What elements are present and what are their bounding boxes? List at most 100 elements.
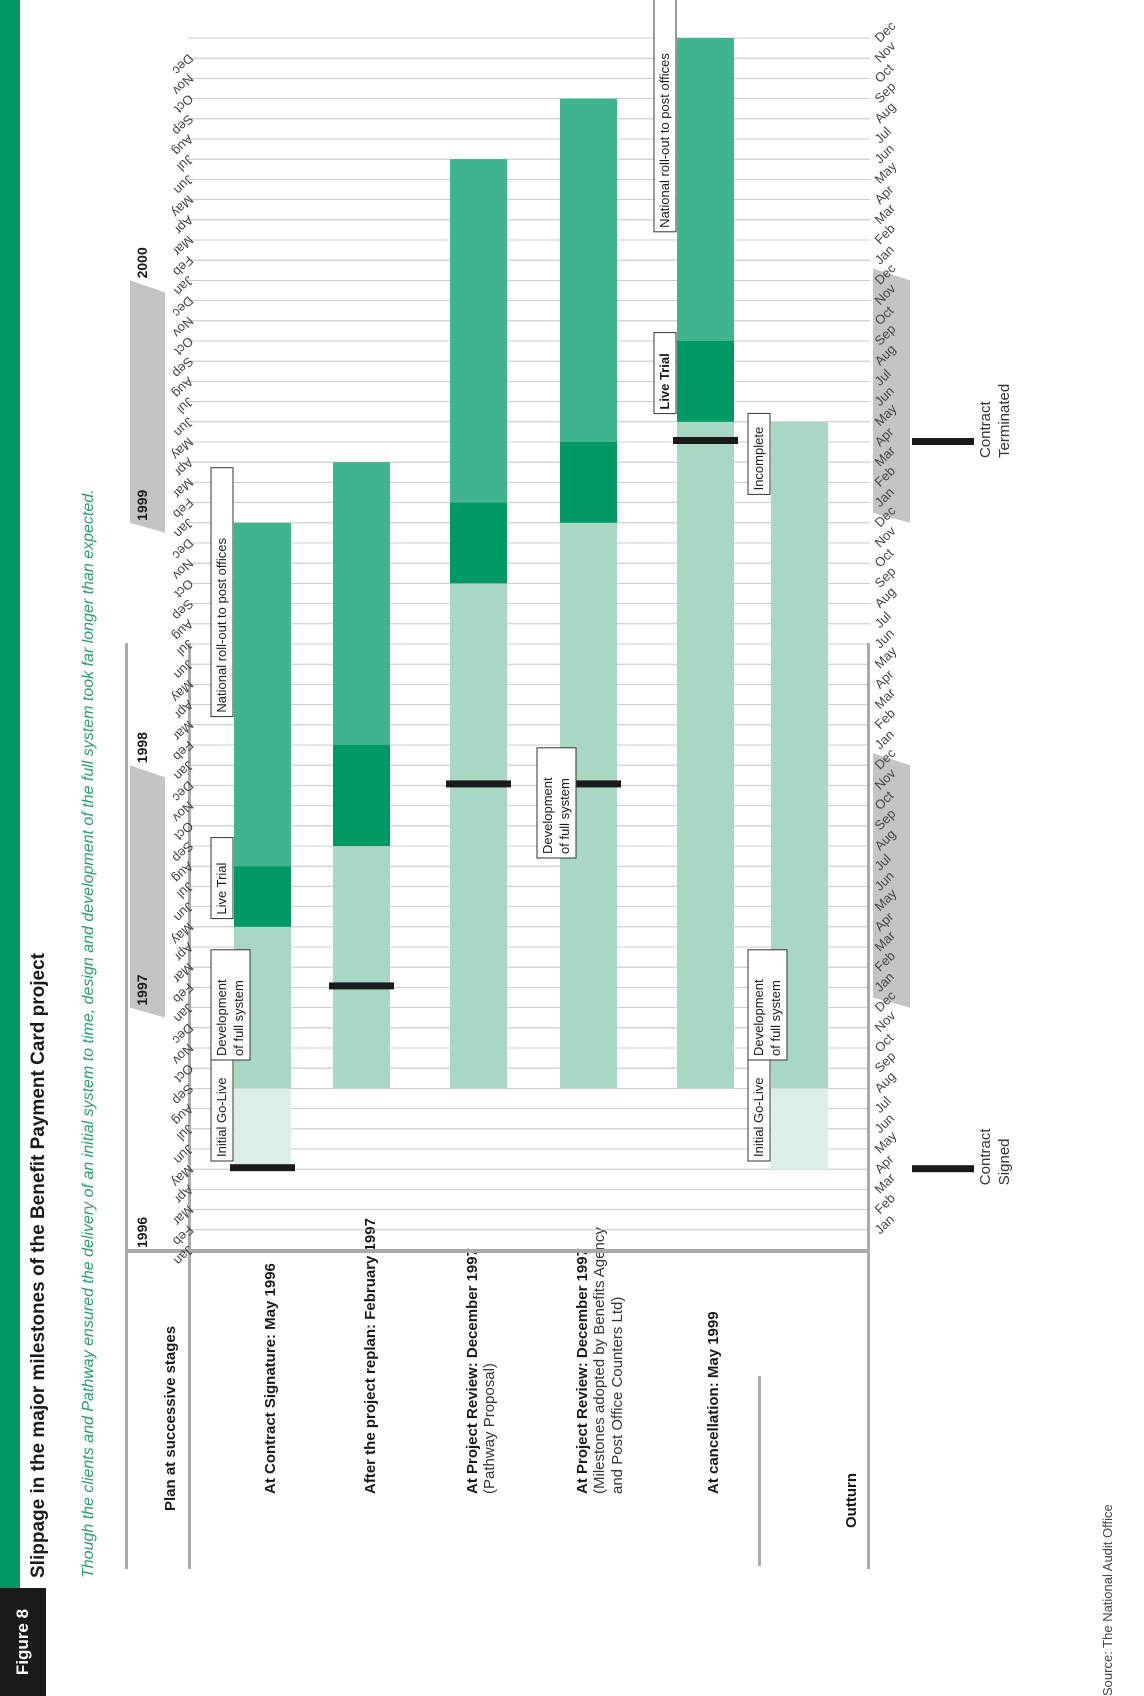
month-tick-bottom: Apr bbox=[872, 1151, 897, 1176]
month-tick-bottom: Mar bbox=[872, 685, 899, 712]
callout-box bbox=[210, 467, 234, 718]
gantt-bar bbox=[677, 341, 734, 422]
month-tick-top: Jun bbox=[171, 899, 196, 924]
year-tick: 1996 bbox=[134, 1217, 150, 1248]
gantt-bar bbox=[560, 522, 617, 1089]
month-tick-bottom: Mar bbox=[872, 1170, 899, 1197]
month-tick-top: Jun bbox=[171, 172, 196, 197]
callout-text: Development bbox=[751, 979, 766, 1056]
month-tick-bottom: Oct bbox=[872, 1030, 897, 1055]
month-tick-bottom: Sep bbox=[872, 1048, 899, 1075]
event-marker-label: Contract bbox=[977, 400, 994, 458]
month-tick-bottom: Jul bbox=[872, 609, 894, 631]
gantt-bar bbox=[333, 846, 390, 1089]
year-tick: 1997 bbox=[134, 974, 150, 1005]
milestone-marker bbox=[673, 437, 738, 444]
month-tick-top: Jun bbox=[171, 1142, 196, 1167]
month-tick-bottom: Jan bbox=[872, 1212, 897, 1237]
month-tick-bottom: Aug bbox=[872, 99, 899, 126]
month-tick-bottom: Sep bbox=[872, 564, 899, 591]
month-tick-bottom: Nov bbox=[872, 38, 899, 65]
callout-text: of full system bbox=[557, 778, 572, 854]
month-tick-bottom: Jan bbox=[872, 242, 897, 267]
gantt-bar bbox=[333, 462, 390, 745]
month-tick-bottom: Aug bbox=[872, 584, 899, 611]
callout-box bbox=[653, 0, 677, 233]
month-tick-bottom: Feb bbox=[872, 221, 898, 247]
milestone-marker bbox=[230, 1164, 295, 1172]
gantt-bar bbox=[450, 159, 507, 503]
month-tick-top: Jun bbox=[171, 657, 196, 682]
gantt-bar bbox=[450, 583, 507, 1089]
gantt-bar bbox=[234, 866, 291, 927]
callout-text: Live Trial bbox=[657, 353, 672, 409]
event-marker bbox=[912, 438, 974, 445]
month-tick-bottom: Oct bbox=[872, 60, 897, 85]
gantt-bar bbox=[677, 421, 734, 1089]
event-marker bbox=[912, 1165, 974, 1173]
month-tick-top: Jun bbox=[171, 415, 196, 440]
callout-text: of full system bbox=[768, 980, 783, 1056]
callout-box bbox=[747, 949, 788, 1061]
month-tick-bottom: Jun bbox=[872, 626, 897, 651]
month-tick-bottom: Aug bbox=[872, 1069, 899, 1096]
month-tick-bottom: Dec bbox=[872, 18, 899, 45]
callout-box bbox=[747, 412, 771, 495]
stage-column-divider bbox=[125, 1249, 870, 1253]
gantt-bar bbox=[234, 1088, 291, 1170]
month-tick-top: Dec bbox=[169, 51, 196, 78]
month-tick-bottom: Nov bbox=[872, 1008, 899, 1035]
callout-text: National roll-out to post offices bbox=[214, 537, 229, 712]
year-band-top bbox=[130, 765, 165, 1018]
callout-box bbox=[536, 747, 577, 859]
callout-text: Development bbox=[540, 777, 555, 854]
month-tick-bottom: Feb bbox=[872, 706, 898, 732]
month-tick-bottom: Jul bbox=[872, 124, 894, 146]
month-tick-bottom: Jan bbox=[872, 727, 897, 752]
callout-text: Incomplete bbox=[751, 427, 766, 491]
bottom-rule bbox=[867, 643, 870, 1569]
gantt-bar bbox=[450, 502, 507, 584]
month-tick-bottom: Apr bbox=[872, 181, 897, 206]
gantt-bar bbox=[677, 38, 734, 341]
callout-text: Initial Go-Live bbox=[214, 1078, 229, 1157]
event-marker-label: Signed bbox=[996, 1138, 1013, 1185]
month-tick-bottom: Jun bbox=[872, 141, 897, 166]
year-band-bottom bbox=[873, 753, 910, 1008]
month-tick-bottom: Sep bbox=[872, 79, 899, 106]
callout-text: Initial Go-Live bbox=[751, 1078, 766, 1157]
callout-text: Development bbox=[214, 979, 229, 1056]
gantt-bar bbox=[771, 421, 828, 1089]
callout-box bbox=[210, 837, 234, 920]
event-marker-label: Terminated bbox=[996, 384, 1013, 458]
month-tick-bottom: Feb bbox=[872, 1190, 898, 1216]
milestone-marker bbox=[329, 982, 394, 990]
month-tick-bottom: Jun bbox=[872, 1111, 897, 1136]
year-tick: 1999 bbox=[134, 489, 150, 520]
month-tick-bottom: Mar bbox=[872, 200, 899, 227]
callout-box bbox=[653, 332, 677, 415]
gantt-bar bbox=[234, 522, 291, 867]
month-tick-bottom: Jul bbox=[872, 1093, 894, 1115]
outturn-divider bbox=[758, 1376, 761, 1566]
year-band-top bbox=[130, 280, 165, 533]
gantt-bar bbox=[333, 745, 390, 846]
month-tick-bottom: Nov bbox=[872, 523, 899, 550]
callout-text: Live Trial bbox=[214, 862, 229, 914]
event-marker-label: Contract bbox=[977, 1128, 994, 1186]
header-rule bbox=[188, 643, 191, 1569]
gantt-bar bbox=[560, 98, 617, 442]
year-tick: 2000 bbox=[134, 247, 150, 278]
gantt-bar bbox=[560, 442, 617, 523]
gantt-bar bbox=[771, 1088, 828, 1170]
callout-box bbox=[210, 949, 251, 1061]
month-tick-bottom: Oct bbox=[872, 545, 897, 570]
month-tick-bottom: Apr bbox=[872, 666, 897, 691]
callout-text: National roll-out to post offices bbox=[657, 53, 672, 228]
year-tick: 1998 bbox=[134, 732, 150, 763]
callout-text: of full system bbox=[231, 980, 246, 1056]
year-band-bottom bbox=[873, 268, 910, 523]
